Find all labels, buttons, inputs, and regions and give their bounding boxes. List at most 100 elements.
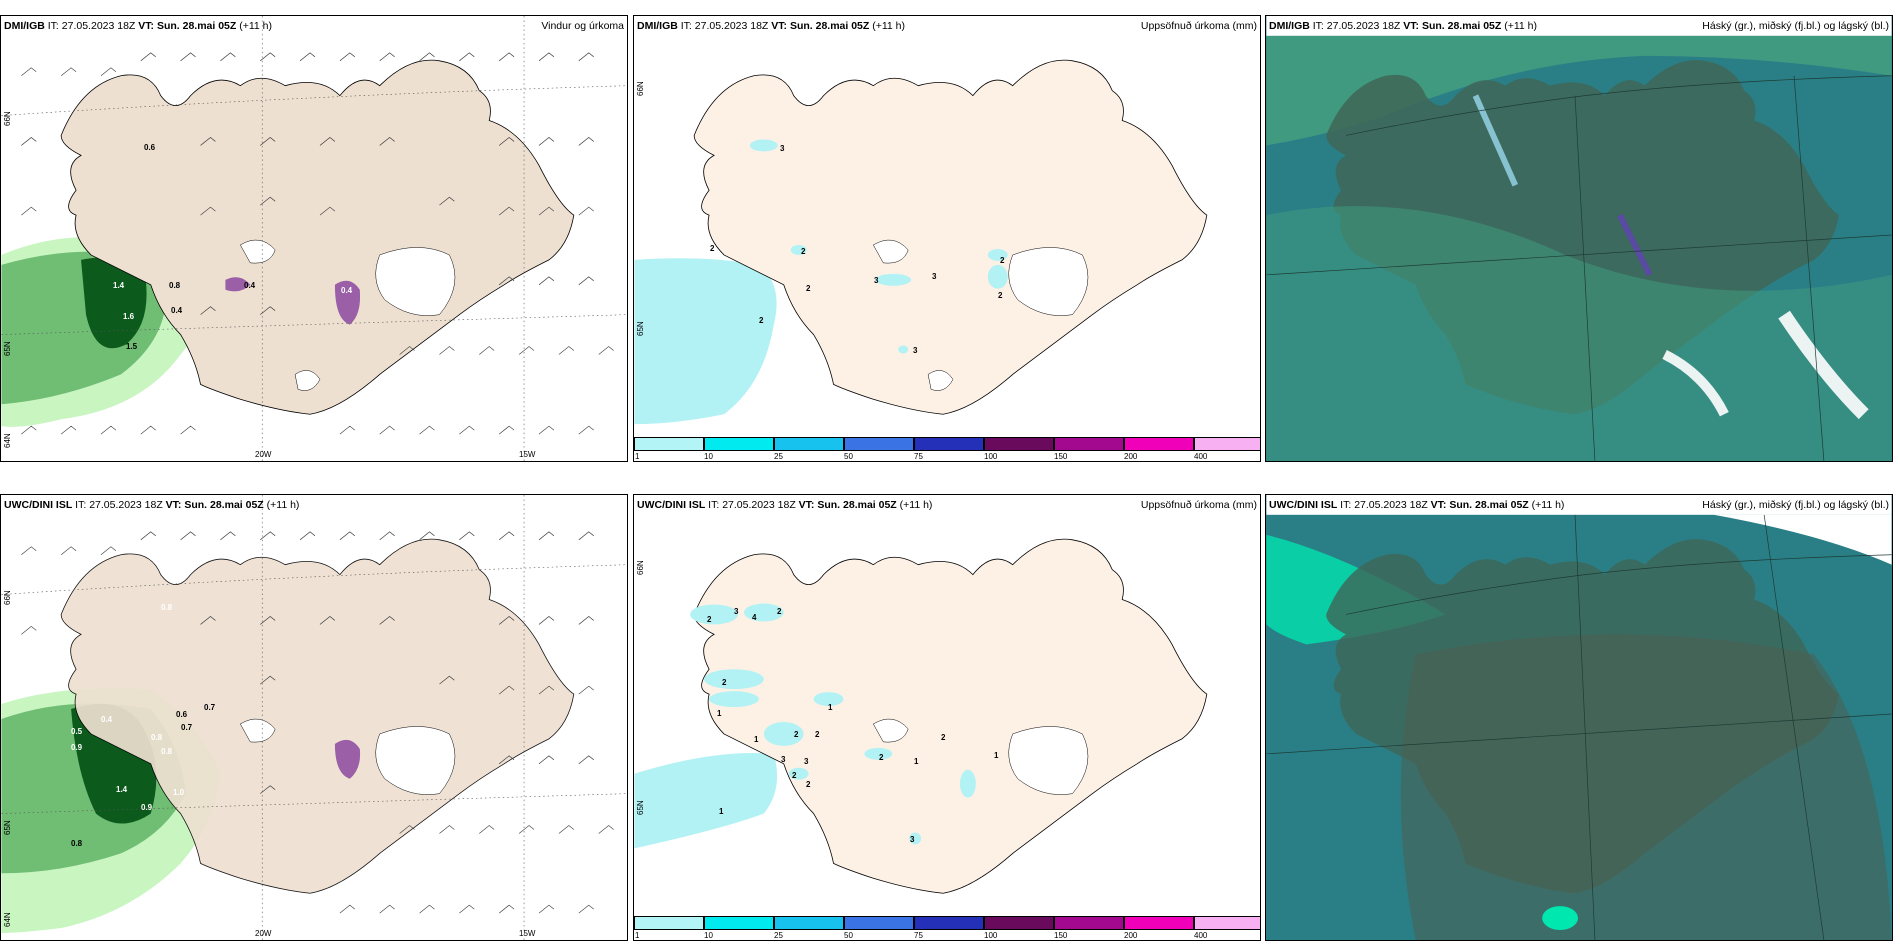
- wind-map: [1, 495, 627, 940]
- colorbar-tick: 400: [1194, 931, 1208, 940]
- it-label: IT:: [75, 499, 87, 511]
- precip-value: 3: [804, 757, 809, 766]
- it-label: IT:: [680, 20, 692, 32]
- precip-value: 2: [806, 284, 811, 293]
- init-time: 27.05.2023 18Z: [89, 499, 163, 511]
- precip-value: 2: [801, 247, 806, 256]
- panel-title: Uppsöfnuð úrkoma (mm): [1140, 20, 1257, 32]
- colorbar-tick: 10: [704, 931, 713, 940]
- panel-header: UWC/DINI ISL IT: 27.05.2023 18Z VT: Sun.…: [1269, 499, 1889, 511]
- colorbar-swatch: [984, 916, 1054, 930]
- vt-label: VT:: [138, 20, 155, 32]
- precip-value: 3: [734, 607, 739, 616]
- colorbar-tick: 75: [914, 452, 923, 461]
- precip-value: 1: [719, 807, 724, 816]
- precip-value: 0.8: [161, 747, 173, 756]
- panel-header: UWC/DINI ISL IT: 27.05.2023 18Z VT: Sun.…: [4, 499, 624, 511]
- panel-header: DMI/IGB IT: 27.05.2023 18Z VT: Sun. 28.m…: [1269, 20, 1889, 32]
- colorbar-swatch: [704, 437, 774, 451]
- precip-map: [634, 538, 1208, 894]
- precip-value: 1.5: [126, 342, 138, 351]
- precip-value: 1: [994, 751, 999, 760]
- init-time: 27.05.2023 18Z: [722, 499, 796, 511]
- precip-value: 3: [910, 835, 915, 844]
- precip-value: 2: [998, 291, 1003, 300]
- it-label: IT:: [1340, 499, 1352, 511]
- precip-value: 0.6: [176, 710, 188, 719]
- model-name: UWC/DINI ISL: [4, 499, 73, 511]
- panel-title: Vindur og úrkoma: [541, 20, 624, 32]
- wind-map: [1, 16, 627, 461]
- lon-label: 15W: [519, 929, 536, 938]
- colorbar-tick: 200: [1124, 931, 1138, 940]
- iceland-landmass: [60, 59, 575, 415]
- init-time: 27.05.2023 18Z: [694, 20, 769, 32]
- colorbar-swatch: [844, 916, 914, 930]
- lat-label: 65N: [636, 800, 645, 815]
- colorbar-swatch: [1054, 916, 1124, 930]
- lat-label: 66N: [636, 81, 645, 96]
- precip-map: [634, 59, 1208, 425]
- vt-label: VT:: [165, 499, 182, 511]
- it-label: IT:: [47, 20, 59, 32]
- precip-value: 1: [754, 735, 759, 744]
- precip-value: 2: [792, 771, 797, 780]
- cloud-map: [1266, 495, 1892, 940]
- lat-label: 65N: [3, 341, 12, 356]
- precip-value: 2: [1000, 256, 1005, 265]
- colorbar-swatch: [774, 437, 844, 451]
- colorbar-tick: 25: [774, 452, 783, 461]
- precip-value: 0.8: [169, 281, 181, 290]
- cloud-cover-panel-bottom: UWC/DINI ISL IT: 27.05.2023 18Z VT: Sun.…: [1265, 494, 1893, 941]
- model-name: UWC/DINI ISL: [1269, 499, 1338, 511]
- precip-value: 0.7: [181, 723, 193, 732]
- colorbar-swatch: [1194, 437, 1260, 451]
- colorbar-tick: 1: [635, 931, 640, 940]
- it-label: IT:: [708, 499, 720, 511]
- precip-value: 2: [777, 607, 782, 616]
- model-name: DMI/IGB: [637, 20, 678, 32]
- colorbar-swatch: [914, 437, 984, 451]
- model-name: DMI/IGB: [1269, 20, 1310, 32]
- init-time: 27.05.2023 18Z: [61, 20, 136, 32]
- wind-precip-panel-bottom: UWC/DINI ISL IT: 27.05.2023 18Z VT: Sun.…: [0, 494, 628, 941]
- colorbar-swatch: [774, 916, 844, 930]
- precip-value: 0.4: [101, 715, 113, 724]
- colorbar-tick: 100: [984, 931, 998, 940]
- lat-label: 66N: [3, 590, 12, 605]
- precip-value: 1: [914, 757, 919, 766]
- colorbar-tick: 10: [704, 452, 713, 461]
- panel-header: UWC/DINI ISL IT: 27.05.2023 18Z VT: Sun.…: [637, 499, 1257, 511]
- precip-value: 4: [752, 613, 757, 622]
- valid-time: Sun. 28.mai 05Z: [156, 20, 237, 32]
- precip-value: 0.8: [151, 733, 163, 742]
- it-label: IT:: [1312, 20, 1324, 32]
- lat-label: 66N: [636, 560, 645, 575]
- precip-value: 2: [759, 316, 764, 325]
- precip-value: 0.7: [204, 703, 216, 712]
- precip-value: 1.0: [173, 788, 185, 797]
- colorbar-tick: 50: [844, 931, 853, 940]
- precip-value: 1: [717, 709, 722, 718]
- precip-value: 1: [828, 703, 833, 712]
- precip-value: 3: [932, 272, 937, 281]
- lead-time: (+11 h): [1531, 499, 1565, 511]
- cloud-map: [1266, 16, 1892, 461]
- colorbar-tick: 200: [1124, 452, 1138, 461]
- precip-value: 2: [722, 678, 727, 687]
- colorbar-swatch: [1054, 437, 1124, 451]
- panel-title: Háský (gr.), miðský (fj.bl.) og lágský (…: [1702, 499, 1889, 511]
- panel-header: DMI/IGB IT: 27.05.2023 18Z VT: Sun. 28.m…: [637, 20, 1257, 32]
- panel-title: Háský (gr.), miðský (fj.bl.) og lágský (…: [1702, 20, 1889, 32]
- cloud-cover-panel-top: DMI/IGB IT: 27.05.2023 18Z VT: Sun. 28.m…: [1265, 15, 1893, 462]
- precip-value: 1.4: [116, 785, 128, 794]
- lon-label: 20W: [255, 450, 272, 459]
- precip-value: 3: [780, 144, 785, 153]
- iceland-landmass: [60, 538, 575, 894]
- valid-time: Sun. 28.mai 05Z: [1421, 20, 1502, 32]
- colorbar-tick: 75: [914, 931, 923, 940]
- iceland-landmass: [693, 59, 1208, 415]
- precip-value: 0.9: [71, 743, 83, 752]
- precip-value: 2: [806, 780, 811, 789]
- colorbar: 1 10 25 50 75 100 150 200 400: [634, 914, 1260, 940]
